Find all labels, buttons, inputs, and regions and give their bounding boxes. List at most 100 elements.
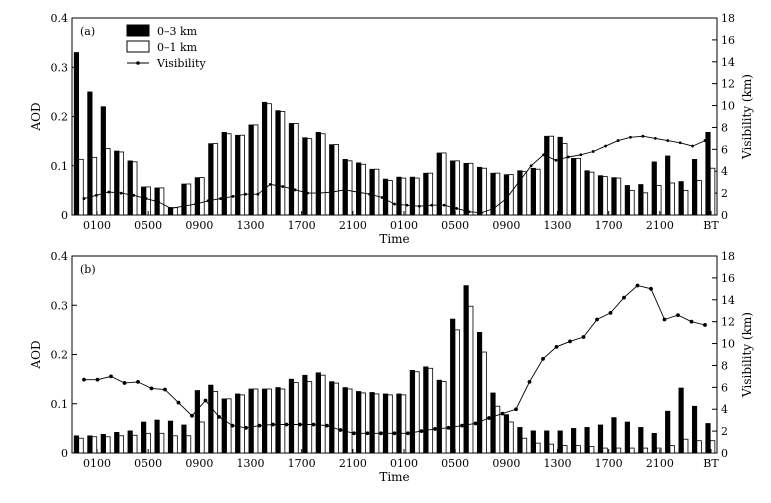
bar-0-3km bbox=[396, 393, 402, 454]
bar-0-1km bbox=[642, 192, 649, 216]
bar-0-3km bbox=[302, 137, 308, 216]
bar-0-1km bbox=[239, 134, 245, 216]
y2-tick-label: 10 bbox=[721, 100, 735, 113]
bar-0-3km bbox=[476, 332, 483, 454]
visibility-point bbox=[566, 155, 570, 159]
visibility-point bbox=[529, 164, 533, 168]
x-tick-label: 2100 bbox=[339, 219, 367, 232]
legend-label: 0–1 km bbox=[157, 41, 198, 54]
bar-0-3km bbox=[369, 392, 375, 454]
bar-0-1km bbox=[709, 167, 716, 216]
bar-0-1km bbox=[293, 122, 299, 216]
bar-0-1km bbox=[709, 440, 716, 454]
bar-0-3km bbox=[665, 410, 671, 454]
bar-0-1km bbox=[602, 176, 608, 216]
bar-0-1km bbox=[521, 171, 528, 216]
visibility-point bbox=[190, 413, 194, 418]
bar-0-3km bbox=[73, 52, 80, 216]
visibility-point bbox=[517, 180, 521, 184]
visibility-point bbox=[271, 422, 275, 427]
visibility-point bbox=[527, 379, 532, 384]
visibility-point bbox=[281, 185, 285, 188]
bar-0-1km bbox=[212, 143, 219, 216]
visibility-point bbox=[417, 204, 421, 208]
bar-0-1km bbox=[320, 374, 326, 454]
visibility-point bbox=[653, 136, 657, 140]
bar-0-1km bbox=[185, 435, 192, 454]
bar-0-1km bbox=[360, 163, 366, 216]
bar-0-1km bbox=[548, 135, 554, 216]
bar-0-1km bbox=[602, 447, 608, 454]
visibility-point bbox=[504, 197, 508, 200]
visibility-point bbox=[268, 182, 272, 186]
bar-0-3km bbox=[436, 379, 442, 454]
bar-0-3km bbox=[208, 384, 214, 454]
y-tick-label: 0 bbox=[61, 209, 68, 222]
visibility-point bbox=[608, 311, 613, 315]
visibility-point bbox=[500, 411, 505, 416]
visibility-point bbox=[595, 317, 599, 322]
visibility-point bbox=[284, 422, 289, 427]
bar-0-1km bbox=[253, 388, 259, 454]
visibility-point bbox=[460, 423, 464, 428]
bar-0-1km bbox=[441, 152, 447, 216]
visibility-point bbox=[641, 134, 645, 138]
y2-tick-label: 6 bbox=[721, 381, 728, 394]
bar-0-1km bbox=[575, 157, 581, 216]
x-tick-label: 0100 bbox=[390, 219, 418, 232]
bar-0-3km bbox=[248, 388, 254, 454]
visibility-point bbox=[473, 421, 478, 426]
x-axis-label: Time bbox=[379, 470, 409, 484]
y2-tick-label: 4 bbox=[721, 403, 728, 416]
visibility-point bbox=[393, 202, 396, 206]
bar-0-1km bbox=[373, 168, 380, 216]
bar-0-3km bbox=[678, 387, 684, 454]
y2-tick-label: 12 bbox=[721, 78, 735, 91]
bar-0-3km bbox=[651, 432, 657, 454]
bar-0-1km bbox=[239, 394, 245, 454]
bar-0-3km bbox=[476, 166, 483, 216]
legend-swatch-0-3km bbox=[126, 24, 150, 37]
bar-0-1km bbox=[508, 421, 514, 454]
y-axis-label: AOD bbox=[29, 340, 43, 369]
bar-0-3km bbox=[73, 435, 80, 454]
bar-0-1km bbox=[172, 207, 178, 216]
x-tick-label: 0100 bbox=[83, 457, 111, 470]
bar-0-3km bbox=[356, 391, 362, 454]
visibility-point bbox=[542, 153, 545, 157]
visibility-point bbox=[554, 158, 558, 162]
visibility-point bbox=[703, 139, 707, 142]
bar-0-3km bbox=[167, 420, 174, 454]
visibility-point bbox=[311, 422, 316, 427]
visibility-point bbox=[331, 190, 334, 194]
bar-0-3km bbox=[194, 390, 200, 454]
legend-label: Visibility bbox=[156, 57, 206, 70]
bar-0-1km bbox=[132, 434, 138, 454]
bar-0-3km bbox=[329, 381, 335, 454]
bar-0-1km bbox=[481, 351, 487, 454]
panel-label: (b) bbox=[80, 263, 96, 276]
visibility-point bbox=[455, 207, 458, 210]
bar-0-1km bbox=[414, 177, 420, 216]
bar-0-1km bbox=[629, 189, 635, 216]
x-tick-label: 0500 bbox=[441, 219, 469, 232]
bar-0-1km bbox=[91, 436, 98, 454]
bar-0-1km bbox=[105, 436, 111, 454]
bar-0-1km bbox=[642, 447, 649, 454]
x-tick-label: 1700 bbox=[595, 457, 623, 470]
visibility-point bbox=[109, 374, 113, 379]
bar-0-1km bbox=[454, 329, 460, 454]
bar-0-1km bbox=[118, 435, 124, 454]
bar-0-1km bbox=[279, 388, 286, 454]
bar-0-3km bbox=[275, 387, 281, 454]
y2-tick-label: 16 bbox=[721, 34, 735, 47]
bar-0-3km bbox=[382, 178, 389, 216]
bar-0-3km bbox=[194, 177, 200, 216]
bar-0-3km bbox=[691, 405, 698, 454]
bar-0-3km bbox=[356, 162, 362, 216]
bar-0-1km bbox=[669, 182, 675, 216]
x-tick-label: 1300 bbox=[544, 219, 572, 232]
bar-0-3km bbox=[342, 159, 348, 216]
bar-0-1km bbox=[347, 160, 353, 216]
visibility-point bbox=[691, 144, 694, 148]
